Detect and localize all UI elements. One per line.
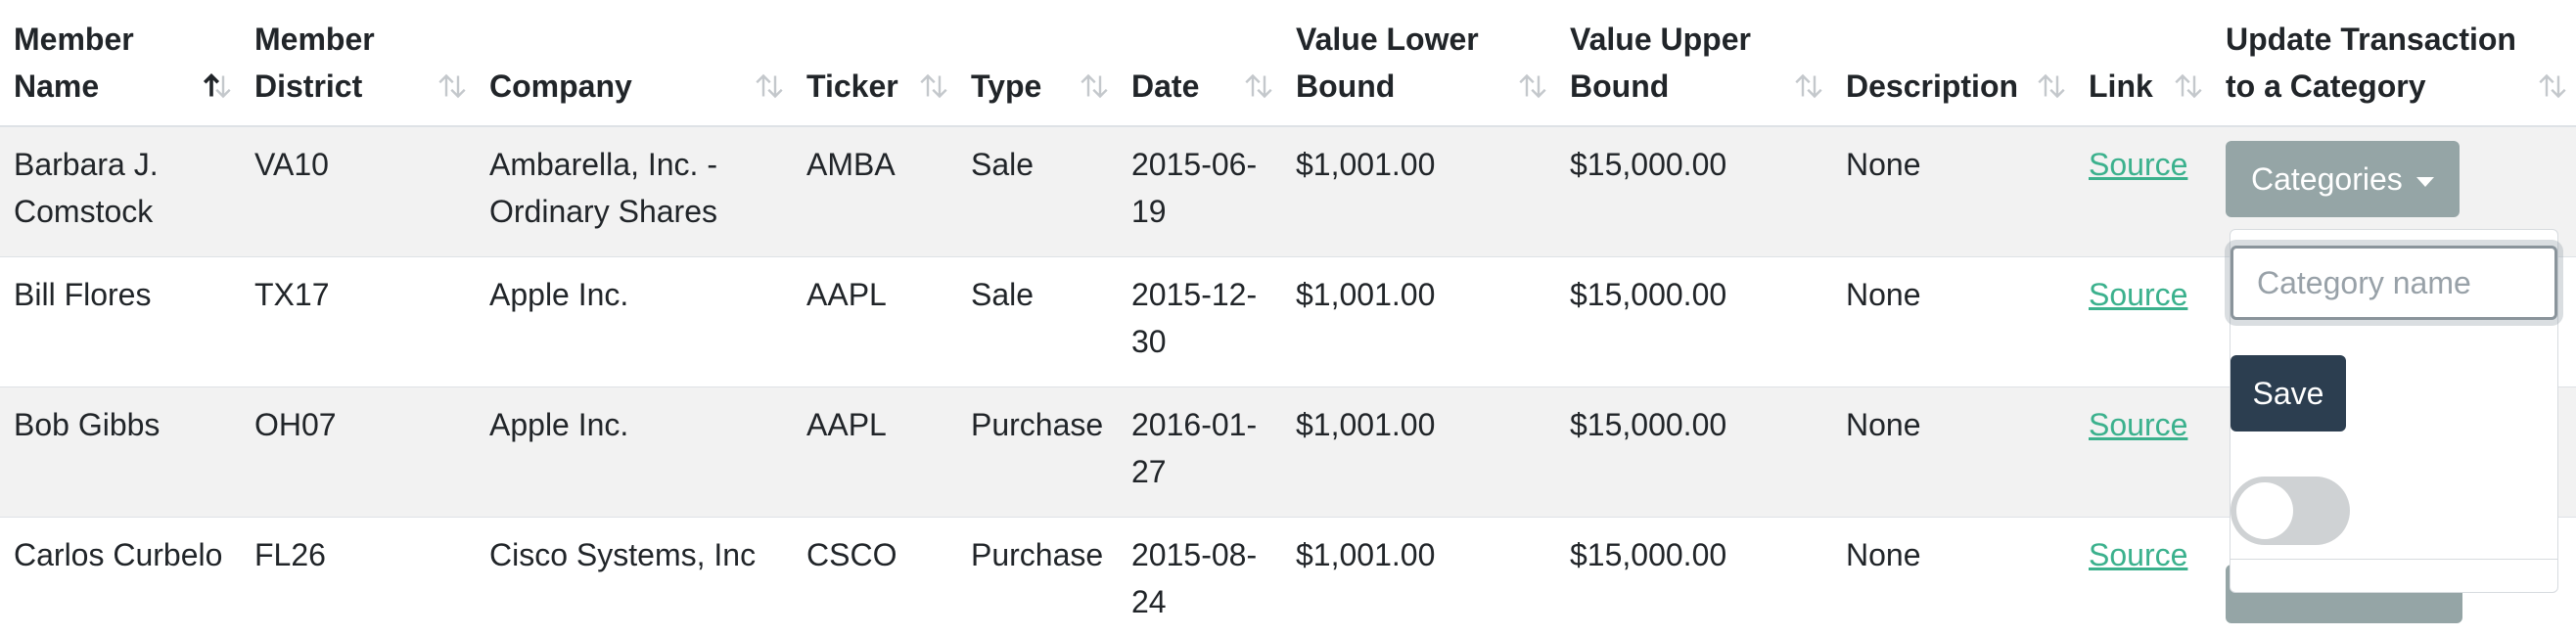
category-name-input[interactable] bbox=[2231, 246, 2557, 320]
categories-button-label: Categories bbox=[2251, 161, 2403, 197]
cell-date: 2015-06-19 bbox=[1118, 126, 1282, 257]
cell-link: Source bbox=[2075, 518, 2212, 636]
sort-icon[interactable] bbox=[1241, 68, 1276, 104]
sort-icon[interactable] bbox=[752, 68, 787, 104]
cell-value-lower: $1,001.00 bbox=[1282, 518, 1556, 636]
cell-ticker: CSCO bbox=[793, 518, 957, 636]
cell-company: Apple Inc. bbox=[476, 257, 793, 387]
sort-ascending-icon[interactable] bbox=[200, 68, 235, 104]
cell-description: None bbox=[1832, 126, 2075, 257]
cell-type: Purchase bbox=[957, 387, 1118, 518]
sort-icon[interactable] bbox=[2171, 68, 2206, 104]
cell-value-lower: $1,001.00 bbox=[1282, 126, 1556, 257]
cell-value-upper: $15,000.00 bbox=[1556, 387, 1832, 518]
cell-value-upper: $15,000.00 bbox=[1556, 126, 1832, 257]
toggle-knob bbox=[2236, 482, 2293, 539]
sort-icon[interactable] bbox=[2535, 68, 2570, 104]
cell-company: Cisco Systems, Inc bbox=[476, 518, 793, 636]
cell-value-lower: $1,001.00 bbox=[1282, 387, 1556, 518]
cell-date: 2016-01-27 bbox=[1118, 387, 1282, 518]
sort-icon[interactable] bbox=[1077, 68, 1112, 104]
categories-dropdown-button[interactable]: Categories bbox=[2226, 141, 2460, 217]
cell-value-upper: $15,000.00 bbox=[1556, 257, 1832, 387]
cell-member-name: Barbara J. Comstock bbox=[0, 126, 241, 257]
dropdown-divider bbox=[2231, 559, 2557, 560]
column-header-company[interactable]: Company bbox=[476, 0, 793, 126]
column-header-link[interactable]: Link bbox=[2075, 0, 2212, 126]
column-header-value-lower-bound[interactable]: Value Lower Bound bbox=[1282, 0, 1556, 126]
source-link[interactable]: Source bbox=[2089, 407, 2187, 442]
cell-date: 2015-08-24 bbox=[1118, 518, 1282, 636]
cell-description: None bbox=[1832, 257, 2075, 387]
column-header-description[interactable]: Description bbox=[1832, 0, 2075, 126]
cell-member-name: Carlos Curbelo bbox=[0, 518, 241, 636]
cell-member-district: VA10 bbox=[241, 126, 476, 257]
cell-value-lower: $1,001.00 bbox=[1282, 257, 1556, 387]
table-row: Bob Gibbs OH07 Apple Inc. AAPL Purchase … bbox=[0, 387, 2576, 518]
cell-ticker: AAPL bbox=[793, 387, 957, 518]
cell-member-district: OH07 bbox=[241, 387, 476, 518]
table-row: Carlos Curbelo FL26 Cisco Systems, Inc C… bbox=[0, 518, 2576, 636]
cell-date: 2015-12-30 bbox=[1118, 257, 1282, 387]
column-header-value-upper-bound[interactable]: Value Upper Bound bbox=[1556, 0, 1832, 126]
column-header-ticker[interactable]: Ticker bbox=[793, 0, 957, 126]
cell-link: Source bbox=[2075, 387, 2212, 518]
cell-company: Apple Inc. bbox=[476, 387, 793, 518]
cell-link: Source bbox=[2075, 126, 2212, 257]
column-header-label: Company bbox=[489, 16, 793, 110]
table-row: Bill Flores TX17 Apple Inc. AAPL Sale 20… bbox=[0, 257, 2576, 387]
sort-icon[interactable] bbox=[916, 68, 951, 104]
cell-company: Ambarella, Inc. - Ordinary Shares bbox=[476, 126, 793, 257]
column-header-member-name[interactable]: Member Name bbox=[0, 0, 241, 126]
cell-member-name: Bill Flores bbox=[0, 257, 241, 387]
cell-ticker: AMBA bbox=[793, 126, 957, 257]
column-header-date[interactable]: Date bbox=[1118, 0, 1282, 126]
cell-member-name: Bob Gibbs bbox=[0, 387, 241, 518]
cell-type: Purchase bbox=[957, 518, 1118, 636]
source-link[interactable]: Source bbox=[2089, 537, 2187, 572]
sort-icon[interactable] bbox=[1791, 68, 1826, 104]
sort-icon[interactable] bbox=[1515, 68, 1550, 104]
column-header-member-district[interactable]: Member District bbox=[241, 0, 476, 126]
source-link[interactable]: Source bbox=[2089, 147, 2187, 182]
column-header-label: Update Transaction to a Category bbox=[2226, 16, 2576, 110]
save-button[interactable]: Save bbox=[2231, 355, 2346, 432]
sort-icon[interactable] bbox=[2034, 68, 2069, 104]
cell-description: None bbox=[1832, 518, 2075, 636]
cell-member-district: FL26 bbox=[241, 518, 476, 636]
table-row: Barbara J. Comstock VA10 Ambarella, Inc.… bbox=[0, 126, 2576, 257]
cell-ticker: AAPL bbox=[793, 257, 957, 387]
cell-description: None bbox=[1832, 387, 2075, 518]
cell-link: Source bbox=[2075, 257, 2212, 387]
cell-value-upper: $15,000.00 bbox=[1556, 518, 1832, 636]
column-header-type[interactable]: Type bbox=[957, 0, 1118, 126]
source-link[interactable]: Source bbox=[2089, 277, 2187, 312]
category-dropdown-menu: Save bbox=[2230, 229, 2558, 593]
category-toggle-switch[interactable] bbox=[2231, 477, 2350, 545]
column-header-update-category[interactable]: Update Transaction to a Category bbox=[2212, 0, 2576, 126]
header-row: Member Name Member District Company Tick… bbox=[0, 0, 2576, 126]
caret-down-icon bbox=[2416, 177, 2434, 187]
cell-type: Sale bbox=[957, 257, 1118, 387]
cell-type: Sale bbox=[957, 126, 1118, 257]
cell-member-district: TX17 bbox=[241, 257, 476, 387]
sort-icon[interactable] bbox=[435, 68, 470, 104]
